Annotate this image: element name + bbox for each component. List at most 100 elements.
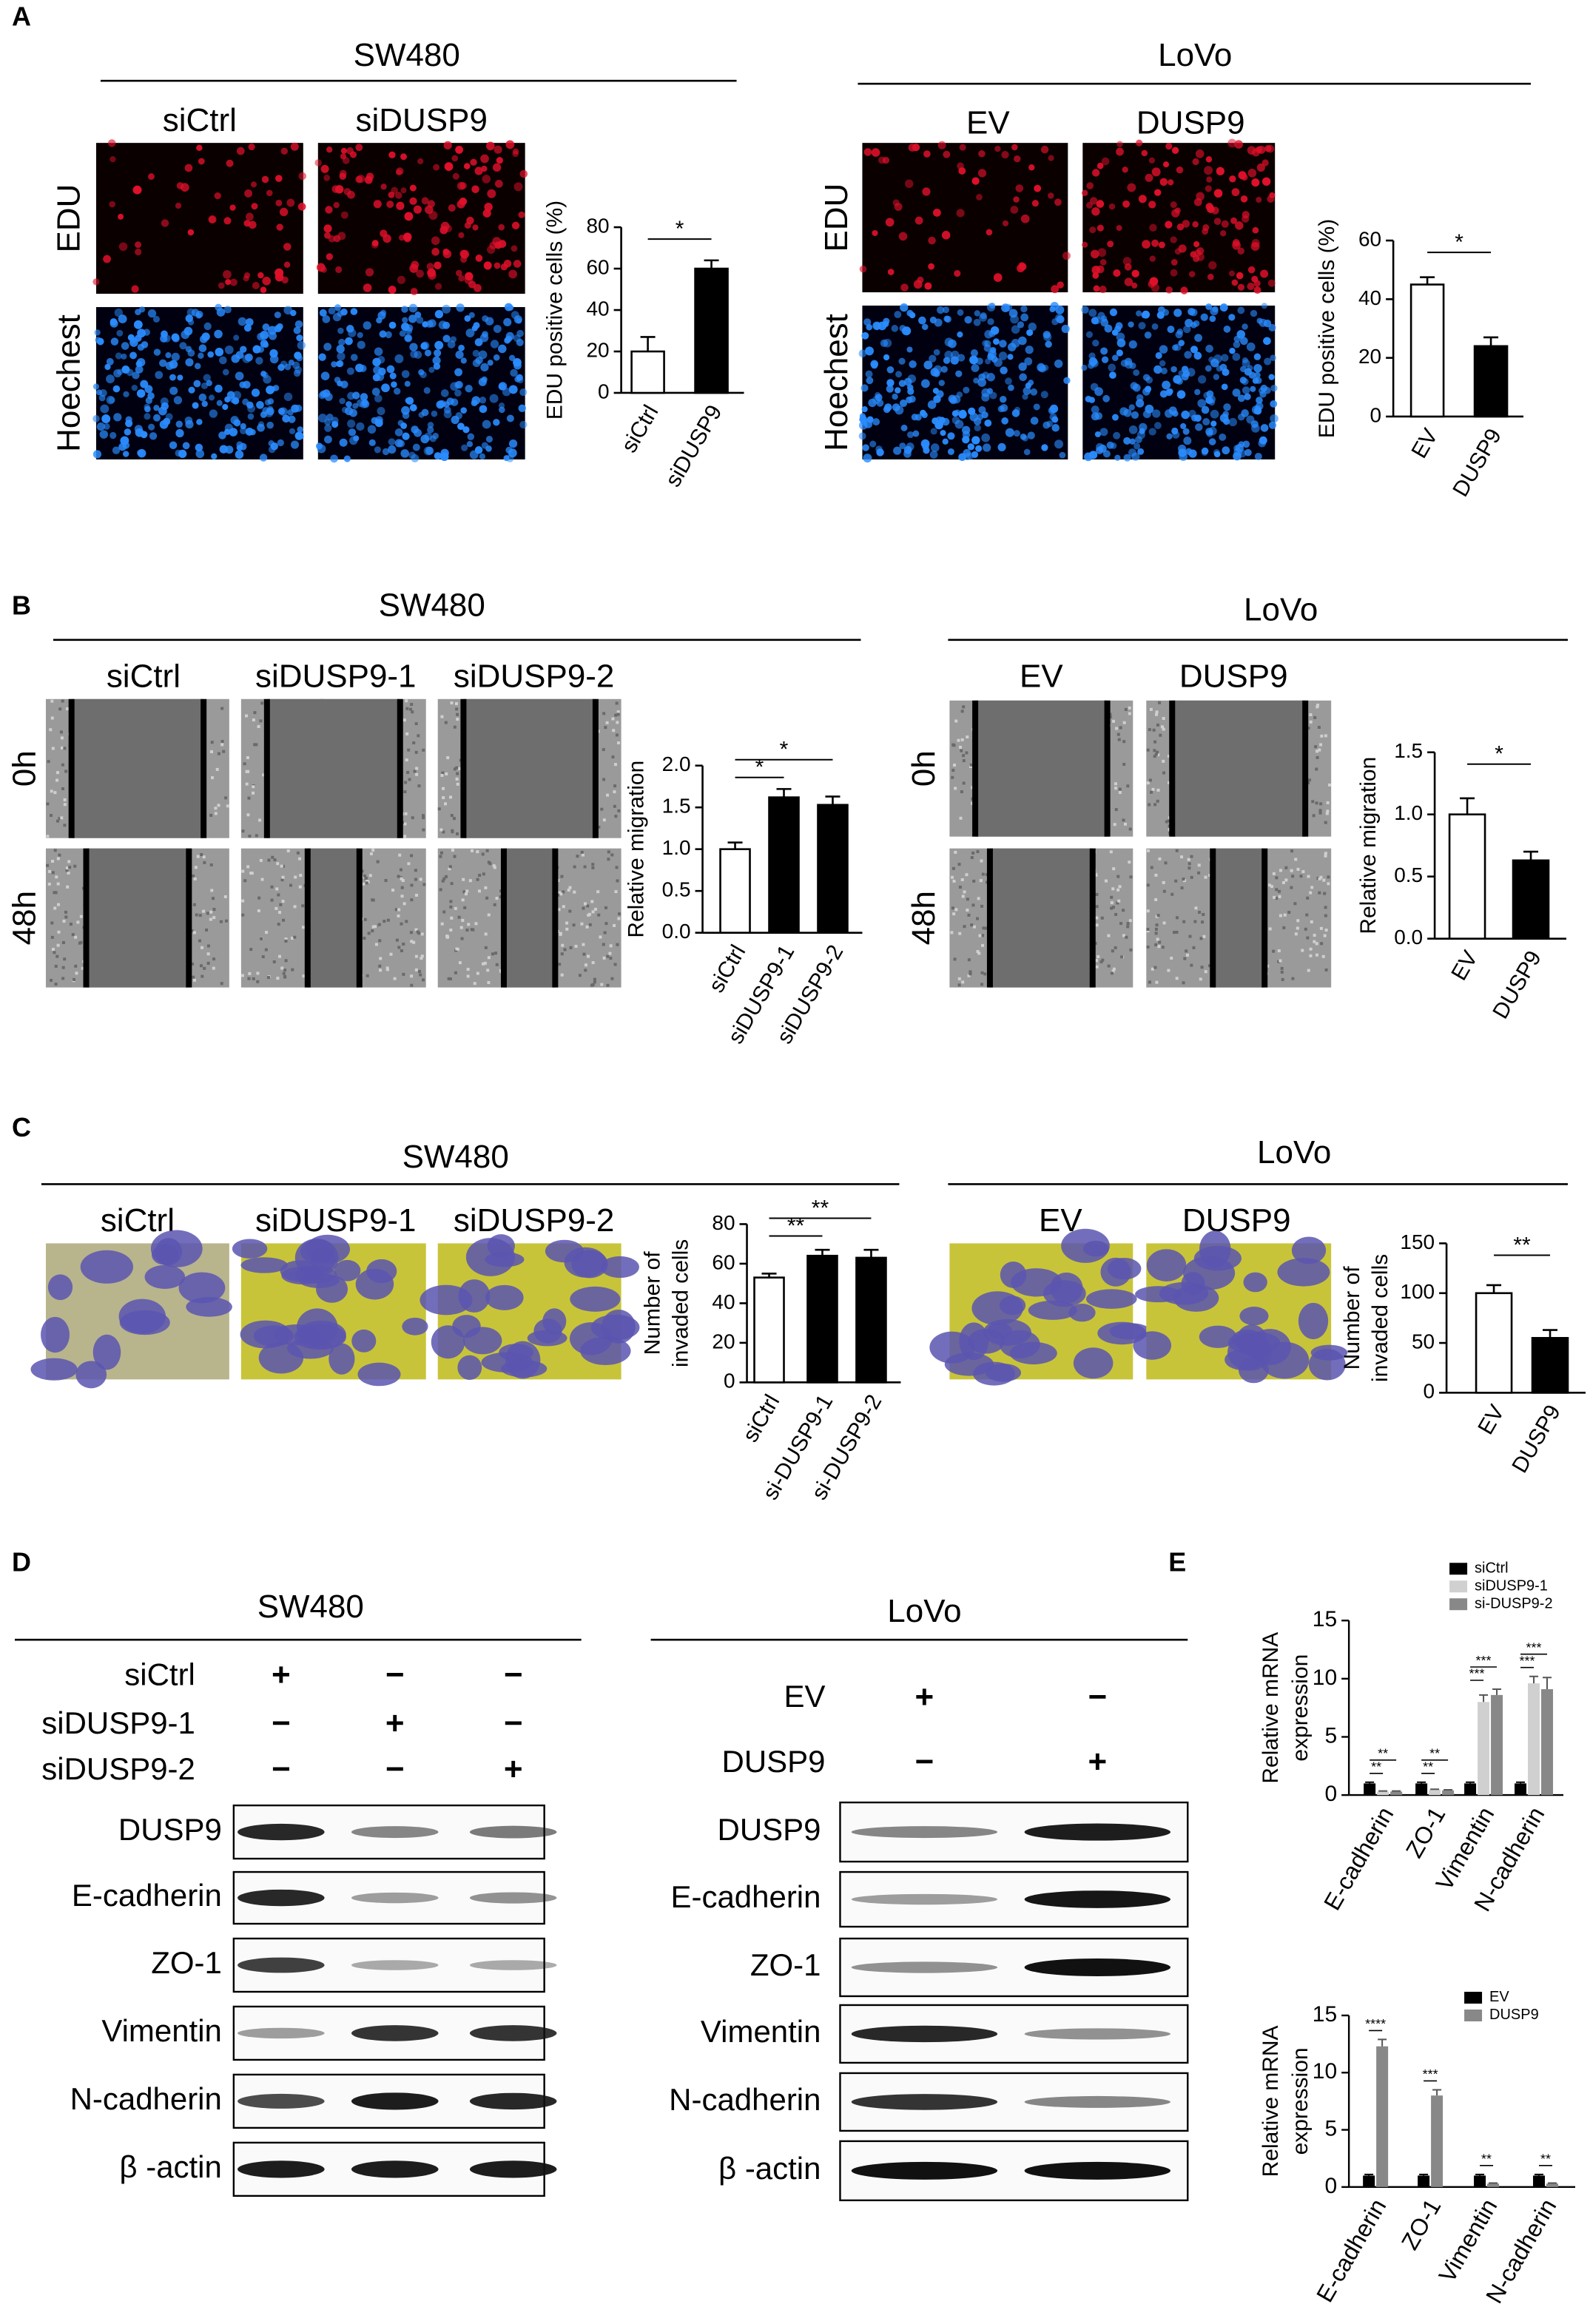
cell [977, 169, 987, 178]
texture [1111, 969, 1115, 973]
texture [220, 743, 224, 747]
cell [971, 1291, 1023, 1326]
cell [1007, 343, 1017, 351]
cell [980, 312, 987, 320]
texture [1316, 705, 1319, 709]
texture [422, 978, 425, 982]
bar [1487, 2183, 1500, 2187]
cell [386, 365, 395, 374]
cell [434, 452, 442, 460]
cell [106, 374, 115, 384]
texture [190, 929, 194, 932]
texture [1188, 934, 1192, 938]
cell [465, 385, 473, 393]
cell [542, 1308, 567, 1335]
texture [984, 926, 988, 930]
cell [255, 357, 263, 365]
texture [378, 939, 382, 943]
cell [1196, 192, 1205, 201]
texture [219, 920, 223, 923]
cell [1061, 324, 1070, 334]
cell [513, 260, 522, 268]
texture [412, 940, 416, 944]
texture [1307, 969, 1310, 972]
texture [223, 895, 227, 899]
texture [243, 762, 246, 766]
cell [394, 192, 402, 199]
cell [1091, 169, 1100, 177]
texture [410, 983, 414, 987]
texture [1126, 784, 1130, 788]
wound-edge [986, 848, 993, 988]
error-bar [1417, 1781, 1426, 1784]
cell [328, 235, 336, 243]
condition-label: siDUSP9-1 [41, 1705, 195, 1740]
cell [218, 282, 225, 289]
blot-band [851, 2161, 998, 2180]
cell [431, 236, 440, 246]
cell [951, 395, 961, 404]
cell [886, 379, 895, 387]
cell [1085, 1289, 1137, 1309]
cell [381, 383, 390, 393]
blot-band [238, 1889, 325, 1907]
texture [1190, 963, 1193, 967]
cell [243, 275, 249, 282]
cell [432, 356, 441, 365]
texture [415, 772, 419, 776]
cell [439, 452, 449, 462]
cell [240, 346, 247, 353]
cell [194, 363, 201, 370]
texture [56, 771, 60, 775]
texture [440, 922, 444, 926]
texture [275, 887, 279, 891]
texture [253, 711, 257, 715]
cell [930, 443, 940, 452]
cell [106, 357, 114, 366]
cell [240, 1257, 288, 1273]
texture [1122, 818, 1125, 822]
texture [1115, 727, 1119, 730]
cell [356, 422, 365, 431]
blot-band [1024, 2095, 1170, 2108]
cell [1229, 348, 1236, 354]
cell [455, 350, 464, 360]
texture [53, 951, 56, 954]
cell [147, 309, 157, 318]
texture [1126, 922, 1130, 926]
cell [132, 371, 140, 380]
micrograph [858, 302, 1071, 463]
cell [325, 206, 333, 214]
texture [199, 964, 203, 968]
significance-label: *** [1520, 1653, 1535, 1668]
wound [266, 698, 400, 838]
cell [954, 420, 964, 429]
cell [218, 431, 226, 439]
cell [977, 378, 987, 387]
texture [209, 750, 213, 753]
texture [1200, 966, 1204, 969]
texture [255, 834, 258, 838]
texture [1154, 943, 1158, 946]
texture [952, 912, 956, 916]
cell [260, 371, 267, 377]
cell [135, 365, 144, 374]
texture [1282, 926, 1286, 929]
cell [478, 377, 487, 386]
y-axis-label: Number of [641, 1251, 665, 1355]
micrograph [1133, 1230, 1348, 1384]
texture [558, 891, 562, 895]
cell [209, 409, 218, 418]
y-tick-label: 0 [1324, 2174, 1337, 2198]
texture [252, 791, 255, 795]
texture [1324, 734, 1327, 738]
texture [1156, 788, 1160, 792]
cell [1221, 354, 1229, 362]
texture [1327, 882, 1330, 886]
cell [1088, 309, 1097, 317]
texture [461, 918, 465, 922]
texture [951, 769, 955, 772]
texture [444, 875, 448, 878]
cell [1023, 386, 1031, 395]
bar [1546, 2183, 1559, 2187]
